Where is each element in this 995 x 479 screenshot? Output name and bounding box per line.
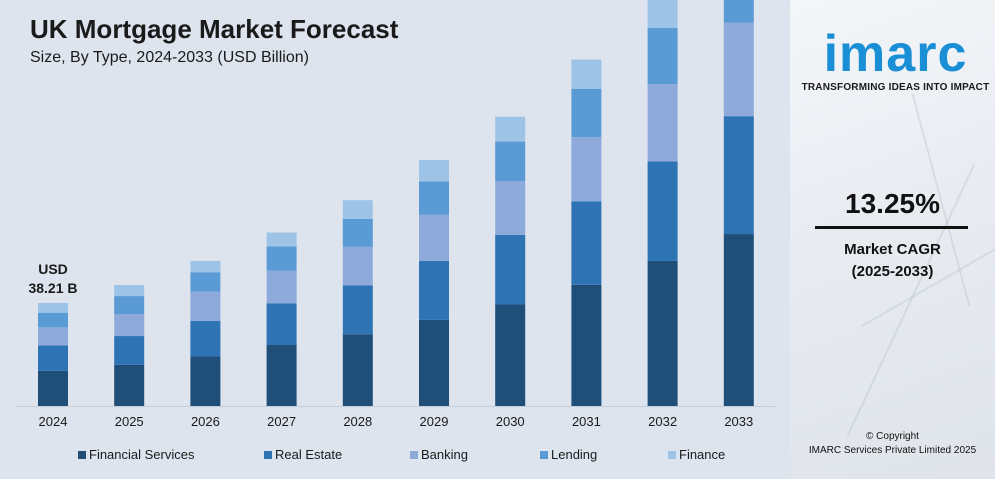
bar-segment-2030-financial-services (495, 304, 526, 406)
bar-segment-2030-finance (495, 116, 526, 142)
bar-segment-2030-real-estate (495, 234, 526, 305)
legend-swatch (668, 451, 676, 459)
bar-segment-2031-finance (571, 59, 602, 89)
legend-swatch (410, 451, 418, 459)
x-tick-label: 2025 (115, 414, 144, 429)
legend-label: Finance (679, 447, 725, 462)
bar-segment-2028-finance (342, 200, 373, 219)
legend-swatch (540, 451, 548, 459)
bar-segment-2033-real-estate (723, 116, 754, 235)
bar-total-label: 38.21 B (28, 280, 77, 296)
bar-segment-2028-financial-services (342, 334, 373, 406)
cagr-label-line2: (2025-2033) (851, 263, 934, 280)
bar-segment-2032-financial-services (647, 260, 678, 406)
bar-segment-2031-lending (571, 88, 602, 138)
bar-segment-2031-real-estate (571, 201, 602, 285)
bar-segment-2028-banking (342, 246, 373, 286)
x-tick-label: 2032 (648, 414, 677, 429)
legend-label: Real Estate (275, 447, 342, 462)
bar-segment-2027-real-estate (266, 303, 297, 346)
bar-segment-2025-financial-services (114, 364, 145, 406)
bar-segment-2028-real-estate (342, 285, 373, 335)
bar-segment-2032-real-estate (647, 161, 678, 261)
cagr-value: 13.25% (845, 188, 940, 219)
x-tick-label: 2030 (496, 414, 525, 429)
bar-segment-2026-banking (190, 291, 221, 321)
bar-segment-2030-banking (495, 181, 526, 235)
bar-segment-2029-lending (419, 181, 449, 215)
logo-tagline: TRANSFORMING IDEAS INTO IMPACT (801, 82, 990, 93)
bar-segment-2024-finance (38, 302, 68, 313)
bar-segment-2032-lending (647, 28, 678, 85)
side-panel: imarc TRANSFORMING IDEAS INTO IMPACT 13.… (790, 0, 995, 479)
bar-segment-2024-real-estate (38, 345, 68, 371)
chart-panel: 2024 2025 2026 2027 2028 2029 2030 2031 2032 2033… (0, 0, 790, 479)
bar-segment-2025-lending (114, 296, 145, 315)
copyright: © Copyright IMARC Services Private Limit… (790, 430, 995, 458)
bar-segment-2033-lending (723, 0, 754, 23)
legend-label: Lending (551, 447, 597, 462)
bar-segment-2027-financial-services (266, 345, 297, 406)
x-tick-label: 2031 (572, 414, 601, 429)
bar-segment-2028-lending (342, 218, 373, 247)
copyright-line2: IMARC Services Private Limited 2025 (808, 445, 977, 456)
x-tick-label: 2028 (343, 414, 372, 429)
logo-wordmark: imarc (823, 25, 968, 83)
legend-label: Banking (421, 447, 468, 462)
bar-segment-2030-lending (495, 141, 526, 182)
bar-segment-2024-banking (38, 327, 68, 346)
bar-segment-2029-finance (419, 159, 449, 182)
bar-segment-2025-finance (114, 285, 145, 297)
cagr-divider (815, 226, 968, 229)
bar-segment-2027-lending (266, 246, 297, 271)
bar-segment-2026-real-estate (190, 320, 221, 357)
bar-segment-2024-financial-services (38, 370, 68, 406)
imarc-logo: imarc TRANSFORMING IDEAS INTO IMPACT (798, 28, 993, 93)
bar-segment-2025-real-estate (114, 336, 145, 365)
legend-label: Financial Services (89, 447, 195, 462)
bar-segment-2026-finance (190, 260, 221, 273)
bar-segment-2026-lending (190, 272, 221, 292)
bar-segment-2032-banking (647, 84, 678, 162)
bar-segment-2032-finance (647, 0, 678, 29)
bar-segment-2027-banking (266, 270, 297, 304)
x-tick-label: 2024 (39, 414, 68, 429)
cagr-label-line1: Market CAGR (844, 241, 941, 258)
chart-subtitle: Size, By Type, 2024-2033 (USD Billion) (30, 49, 309, 66)
stacked-bar-chart: 2024 2025 2026 2027 2028 2029 2030 2031 2032 2033… (15, 0, 775, 462)
copyright-line1: © Copyright (866, 431, 919, 442)
bar-segment-2025-banking (114, 314, 145, 337)
bar-segment-2026-financial-services (190, 356, 221, 406)
x-tick-label: 2033 (724, 414, 753, 429)
bar-total-label: USD (38, 261, 68, 277)
bar-segment-2033-financial-services (723, 234, 754, 406)
bar-segment-2029-financial-services (419, 319, 449, 406)
cagr-label: Market CAGR (2025-2033) (790, 239, 995, 283)
bar-segment-2033-banking (723, 22, 754, 117)
bar-segment-2024-lending (38, 312, 68, 328)
bar-segment-2029-banking (419, 214, 449, 261)
legend-swatch (78, 451, 86, 459)
bar-segment-2027-finance (266, 232, 297, 247)
chart-title: UK Mortgage Market Forecast (30, 14, 399, 44)
bar-segment-2031-banking (571, 137, 602, 202)
x-tick-label: 2027 (267, 414, 296, 429)
bar-segment-2029-real-estate (419, 260, 449, 320)
x-tick-label: 2026 (191, 414, 220, 429)
x-tick-label: 2029 (420, 414, 449, 429)
bar-segment-2031-financial-services (571, 284, 602, 406)
legend-swatch (264, 451, 272, 459)
